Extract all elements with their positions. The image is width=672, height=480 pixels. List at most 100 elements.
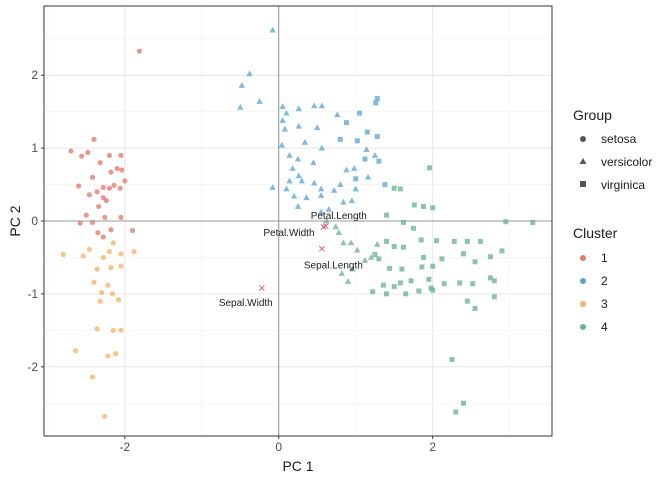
data-point-square (416, 288, 421, 293)
data-point-circle (131, 249, 136, 254)
data-point-square (392, 244, 397, 249)
legend-label-cluster-3: 3 (601, 297, 608, 311)
data-point-square (403, 291, 408, 296)
data-point-circle (108, 265, 113, 270)
data-point-circle (118, 264, 123, 269)
x-tick-label: 2 (429, 440, 436, 454)
data-point-circle (111, 328, 116, 333)
data-point-square (355, 138, 360, 143)
data-point-square (421, 204, 426, 209)
legend-label-cluster-1: 1 (601, 251, 608, 265)
legend-label-virginica: virginica (601, 178, 645, 192)
data-point-square (503, 219, 508, 224)
data-point-circle (79, 154, 84, 159)
data-point-circle (90, 220, 95, 225)
data-point-square (392, 186, 397, 191)
data-point-circle (96, 204, 101, 209)
data-point-square (372, 252, 377, 257)
data-point-circle (84, 213, 89, 218)
data-point-circle (99, 290, 104, 295)
data-point-circle (122, 178, 127, 183)
y-axis-title: PC 2 (7, 205, 23, 236)
data-point-circle (81, 253, 86, 258)
data-point-square (384, 291, 389, 296)
data-point-square (370, 289, 375, 294)
data-point-circle (78, 221, 83, 226)
data-point-circle (118, 215, 123, 220)
x-tick-label: -2 (119, 440, 130, 454)
data-point-circle (95, 326, 100, 331)
legend-color-dot (580, 324, 586, 330)
data-point-square (442, 281, 447, 286)
data-point-square (430, 264, 435, 269)
data-point-circle (102, 215, 107, 220)
data-point-square (376, 159, 381, 164)
data-point-circle (116, 297, 121, 302)
x-tick-label: 0 (275, 440, 282, 454)
data-point-square (499, 248, 504, 253)
data-point-square (411, 226, 416, 231)
data-point-square (439, 256, 444, 261)
data-point-circle (118, 153, 123, 158)
data-point-circle (90, 374, 95, 379)
data-point-circle (107, 153, 112, 158)
y-tick-label: 1 (31, 141, 38, 155)
legend-label-cluster-4: 4 (601, 320, 608, 334)
data-point-square (470, 281, 475, 286)
loading-label: Petal.Length (311, 211, 367, 222)
data-point-circle (107, 186, 112, 191)
data-point-circle (119, 167, 124, 172)
legend-group-title: Group (573, 107, 612, 123)
data-point-square (399, 267, 404, 272)
data-point-circle (102, 414, 107, 419)
data-point-square (375, 134, 380, 139)
data-point-square (465, 239, 470, 244)
data-point-circle (108, 170, 113, 175)
data-point-square (465, 299, 470, 304)
data-point-square (473, 259, 478, 264)
data-point-circle (108, 227, 113, 232)
data-point-square (457, 280, 462, 285)
data-point-square (365, 130, 370, 135)
data-point-circle (105, 353, 110, 358)
data-point-circle (61, 252, 66, 257)
data-point-square (461, 401, 466, 406)
data-point-circle (95, 230, 100, 235)
data-point-circle (76, 183, 81, 188)
data-point-circle (85, 150, 90, 155)
data-point-circle (118, 186, 123, 191)
data-point-square (430, 288, 435, 293)
data-point-square (412, 202, 417, 207)
data-point-square (452, 239, 457, 244)
data-point-square (401, 220, 406, 225)
data-point-square (461, 251, 466, 256)
data-point-circle (90, 175, 95, 180)
data-point-circle (105, 283, 110, 288)
data-point-circle (111, 240, 116, 245)
data-point-square (373, 100, 378, 105)
data-point-circle (107, 249, 112, 254)
data-point-square (421, 255, 426, 260)
data-point-circle (91, 280, 96, 285)
data-point-square (478, 239, 483, 244)
data-point-square (488, 275, 493, 280)
data-point-circle (101, 255, 106, 260)
data-point-square (353, 176, 358, 181)
data-point-square (384, 213, 389, 218)
data-point-square (398, 280, 403, 285)
data-point-square (387, 266, 392, 271)
legend-square-icon (580, 181, 586, 187)
data-point-square (409, 278, 414, 283)
data-point-square (530, 220, 535, 225)
data-point-square (426, 277, 431, 282)
x-axis-title: PC 1 (282, 458, 313, 474)
data-point-circle (101, 185, 106, 190)
data-point-square (434, 238, 439, 243)
data-point-square (492, 294, 497, 299)
legend-color-dot (580, 255, 586, 261)
data-point-square (338, 137, 343, 142)
legend-circle-icon (580, 136, 586, 142)
legend-color-dot (580, 278, 586, 284)
data-point-square (453, 409, 458, 414)
